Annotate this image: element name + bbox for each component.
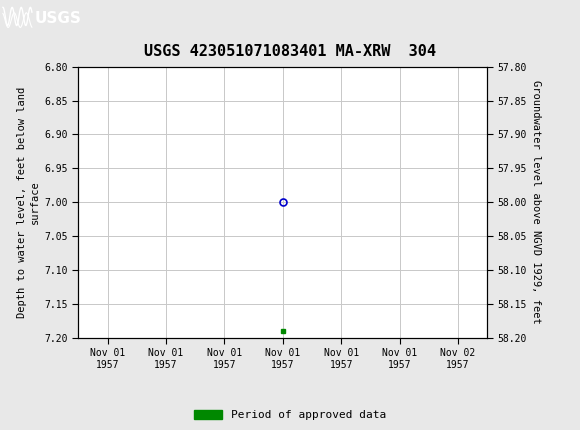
Legend: Period of approved data: Period of approved data: [194, 410, 386, 420]
Y-axis label: Groundwater level above NGVD 1929, feet: Groundwater level above NGVD 1929, feet: [531, 80, 541, 324]
Y-axis label: Depth to water level, feet below land
surface: Depth to water level, feet below land su…: [17, 86, 40, 318]
Text: USGS 423051071083401 MA-XRW  304: USGS 423051071083401 MA-XRW 304: [144, 44, 436, 59]
Text: USGS: USGS: [35, 11, 82, 26]
